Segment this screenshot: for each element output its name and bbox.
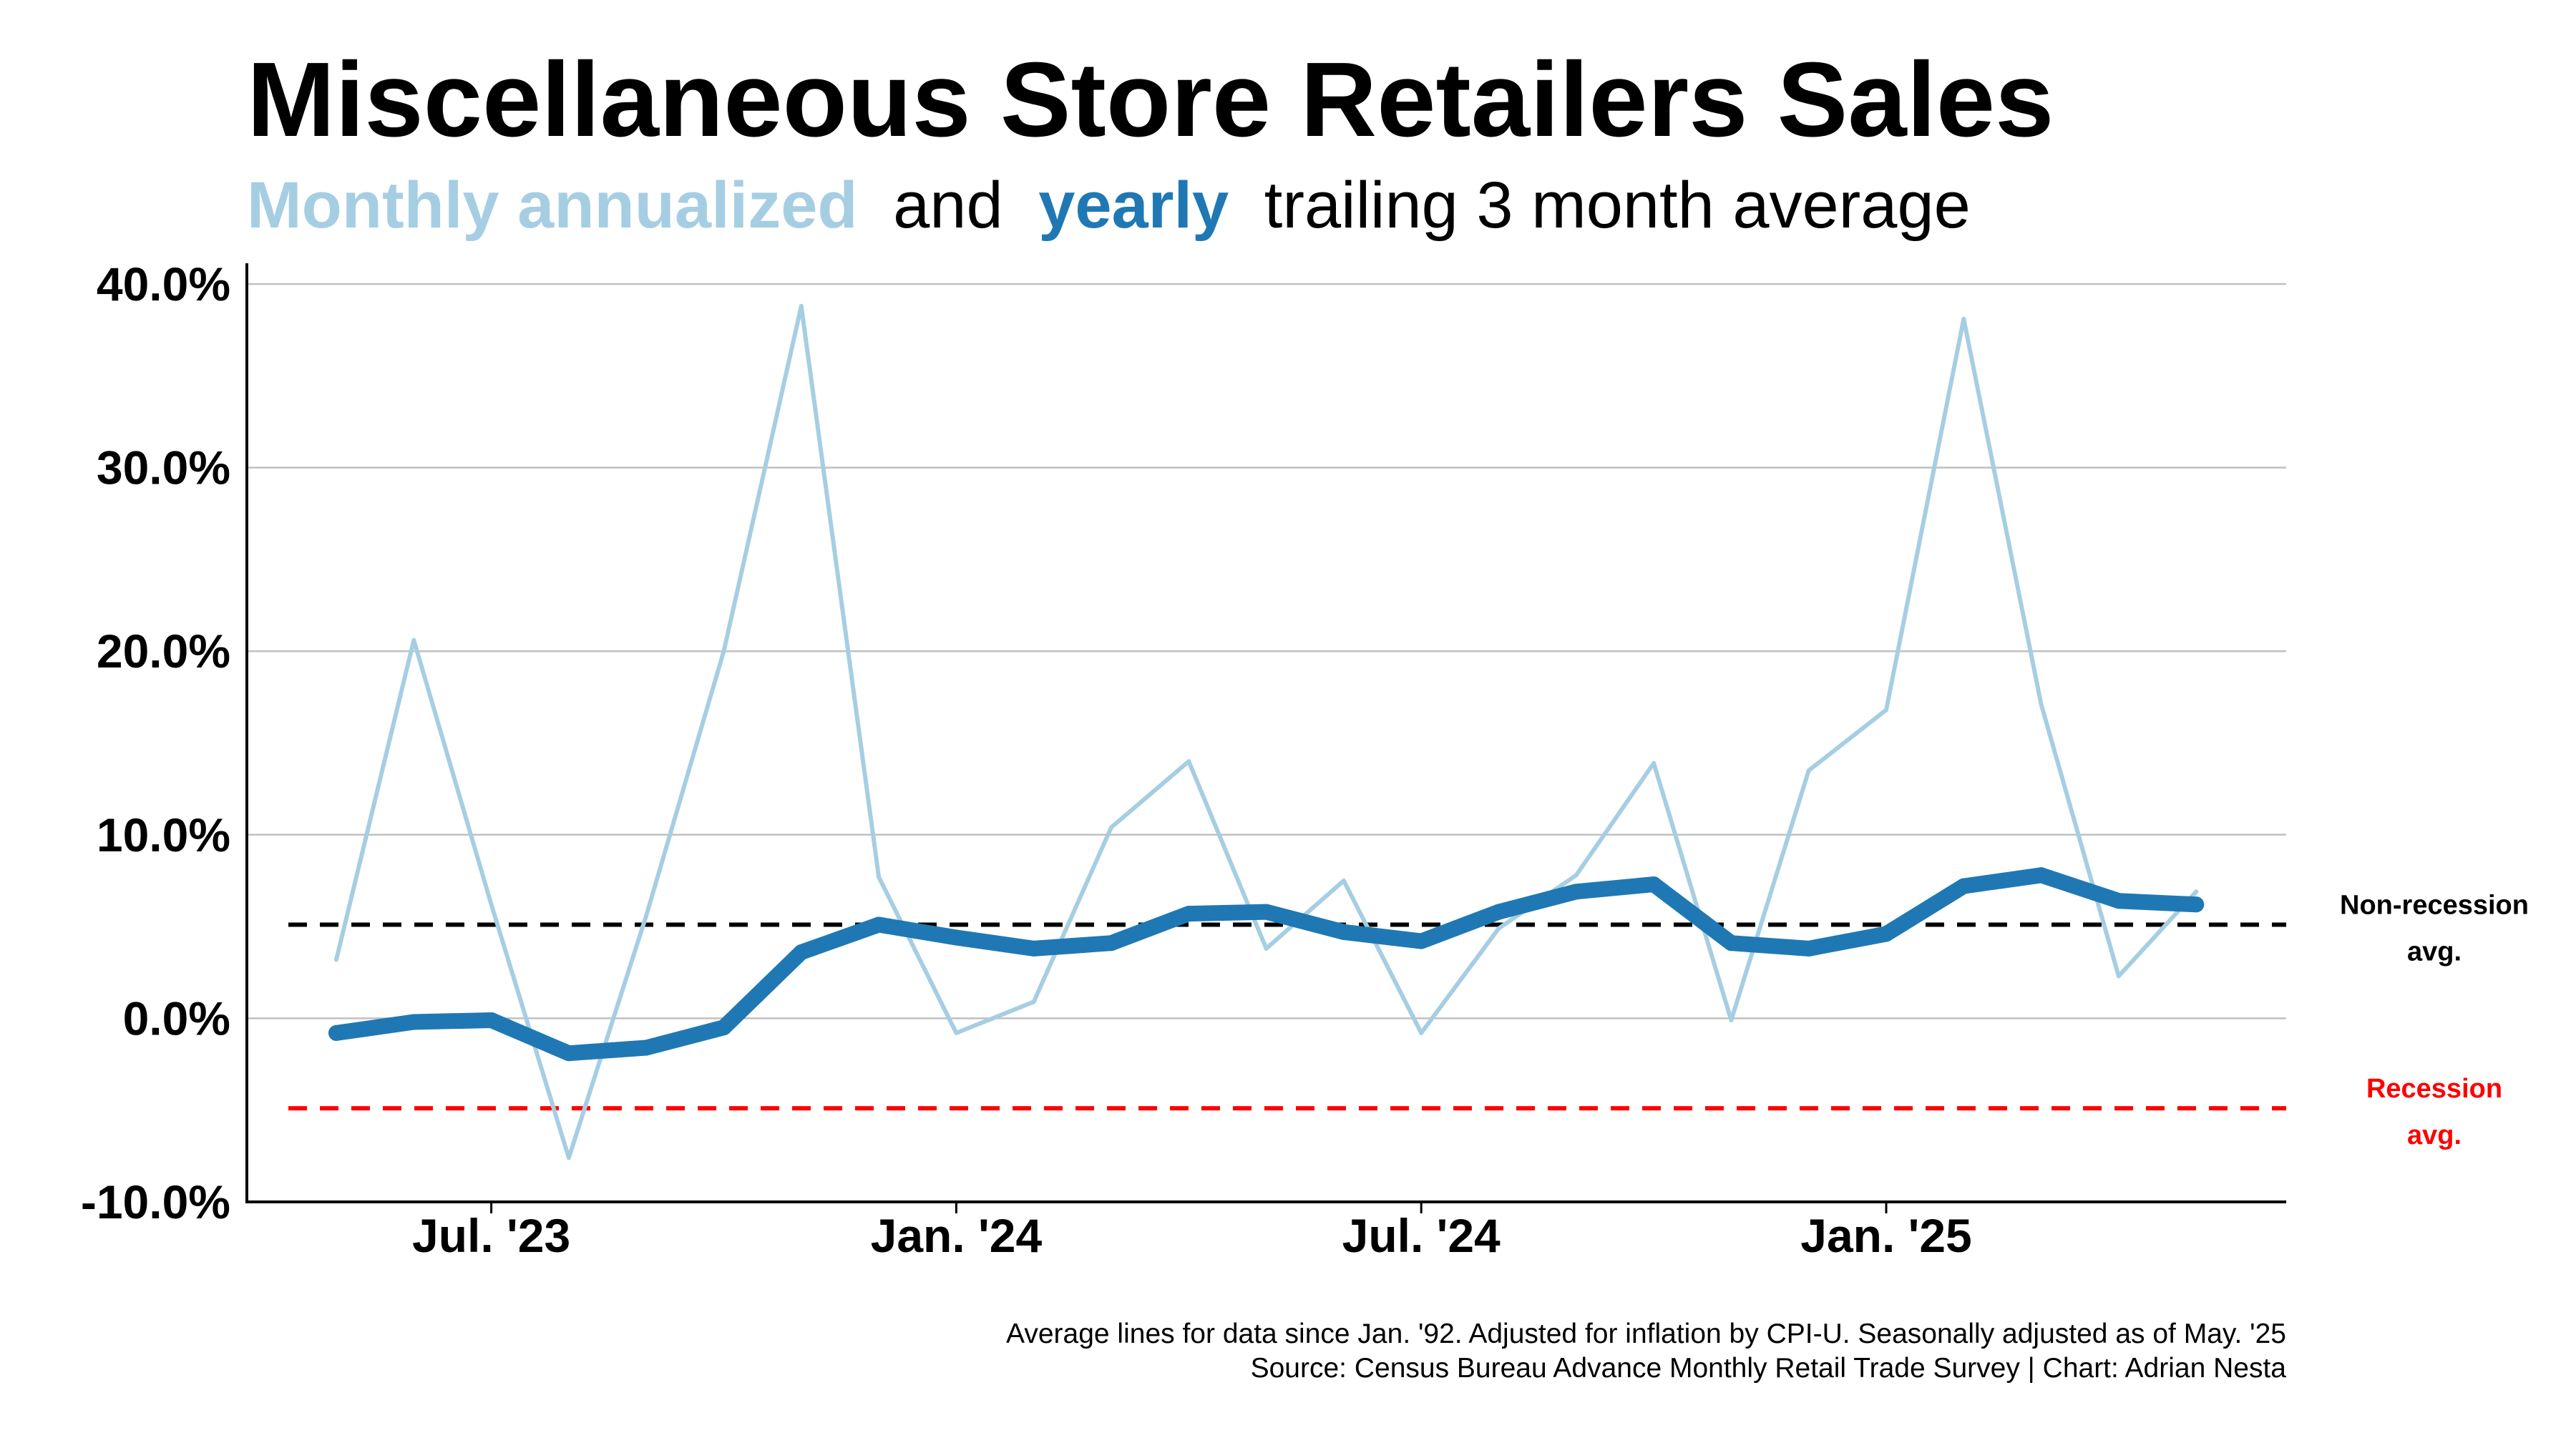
monthly-data-point <box>2194 889 2199 894</box>
monthly-data-point <box>1496 926 1501 931</box>
yearly-data-point <box>793 944 809 961</box>
footnote-1: Average lines for data since Jan. '92. A… <box>1006 1319 2286 1349</box>
yearly-data-point <box>1335 924 1352 940</box>
subtitle-rest: trailing 3 month average <box>1264 169 1971 242</box>
yearly-data-point <box>1103 935 1119 952</box>
grid-lines <box>247 283 2286 1019</box>
yearly-data-point <box>1491 904 1507 920</box>
monthly-data-point <box>1264 946 1269 951</box>
monthly-data-point <box>644 913 649 918</box>
monthly-data-point <box>334 957 338 962</box>
monthly-data-point <box>2039 702 2044 707</box>
yearly-data-point <box>2110 893 2127 909</box>
axes <box>245 263 2286 1203</box>
series-lines <box>328 303 2205 1160</box>
yearly-data-point <box>638 1040 655 1056</box>
footnote-2: Source: Census Bureau Advance Monthly Re… <box>1251 1353 2287 1384</box>
y-tick-labels: 40.0% 30.0% 20.0% 10.0% 0.0% -10.0% <box>81 258 230 1228</box>
x-tick-label: Jul. '24 <box>1342 1209 1501 1262</box>
yearly-data-point <box>2033 867 2049 884</box>
monthly-data-point <box>1884 708 1888 713</box>
monthly-data-point <box>1961 316 1966 321</box>
monthly-data-point <box>1574 873 1579 878</box>
y-tick-label: 30.0% <box>97 441 230 494</box>
monthly-data-point <box>1729 1017 1734 1022</box>
monthly-data-point <box>566 1155 571 1160</box>
chart-subtitle: Monthly annualized and yearly trailing 3… <box>247 169 1971 242</box>
monthly-data-point <box>1031 999 1036 1004</box>
monthly-data-point <box>1652 760 1657 766</box>
monthly-data-point <box>2116 974 2121 979</box>
y-tick-label: 10.0% <box>97 808 230 861</box>
yearly-data-point <box>1878 926 1894 942</box>
subtitle-and: and <box>893 169 1003 242</box>
series-monthly-line <box>334 303 2199 1160</box>
x-tick-label: Jan. '24 <box>871 1209 1043 1262</box>
y-tick-label: 20.0% <box>97 625 230 678</box>
yearly-data-point <box>1025 940 1042 957</box>
monthly-data-point <box>411 637 416 642</box>
yearly-data-point <box>483 1012 499 1028</box>
reference-labels: Non-recession avg. Recession avg. <box>2340 891 2529 1151</box>
subtitle-yearly: yearly <box>1038 169 1229 242</box>
x-tick-label: Jan. '25 <box>1800 1209 1972 1262</box>
reference-label-line1: Non-recession <box>2340 891 2529 921</box>
y-tick-label: 40.0% <box>97 258 230 310</box>
monthly-data-point <box>721 649 726 654</box>
yearly-data-point <box>1723 935 1740 952</box>
yearly-data-point <box>1956 878 1972 894</box>
monthly-data-point <box>877 874 882 879</box>
yearly-data-point <box>328 1024 344 1041</box>
yearly-data-point <box>948 929 965 946</box>
yearly-data-point <box>406 1014 422 1030</box>
chart-title: Miscellaneous Store Retailers Sales <box>247 41 2054 159</box>
monthly-data-point <box>799 303 804 308</box>
y-tick-label: 0.0% <box>123 992 230 1045</box>
y-tick-label: -10.0% <box>81 1175 230 1228</box>
monthly-data-point <box>1186 759 1191 764</box>
monthly-data-point <box>954 1030 959 1035</box>
monthly-data-point <box>1341 878 1346 883</box>
yearly-data-point <box>2188 896 2205 913</box>
yearly-data-point <box>1800 940 1817 957</box>
yearly-data-point <box>560 1045 577 1062</box>
yearly-data-point <box>716 1019 732 1036</box>
yearly-data-point <box>1181 906 1197 922</box>
monthly-data-point <box>489 902 494 907</box>
yearly-data-point <box>1646 876 1662 893</box>
x-tick-labels: Jul. '23 Jan. '24 Jul. '24 Jan. '25 <box>412 1202 1972 1262</box>
yearly-data-point <box>1568 884 1584 900</box>
monthly-data-point <box>1806 768 1811 773</box>
reference-lines <box>288 922 2286 1111</box>
yearly-data-point <box>1258 904 1274 920</box>
reference-label-line2: avg. <box>2407 937 2462 967</box>
yearly-data-point <box>871 916 887 933</box>
reference-label-line1: Recession <box>2366 1074 2502 1104</box>
monthly-data-point <box>1419 1030 1424 1035</box>
series-yearly-line <box>328 867 2205 1062</box>
monthly-data-point <box>1109 825 1113 830</box>
reference-label-line2: avg. <box>2407 1120 2462 1150</box>
subtitle-monthly: Monthly annualized <box>247 169 858 242</box>
x-tick-label: Jul. '23 <box>412 1209 570 1262</box>
yearly-data-point <box>1413 933 1430 949</box>
